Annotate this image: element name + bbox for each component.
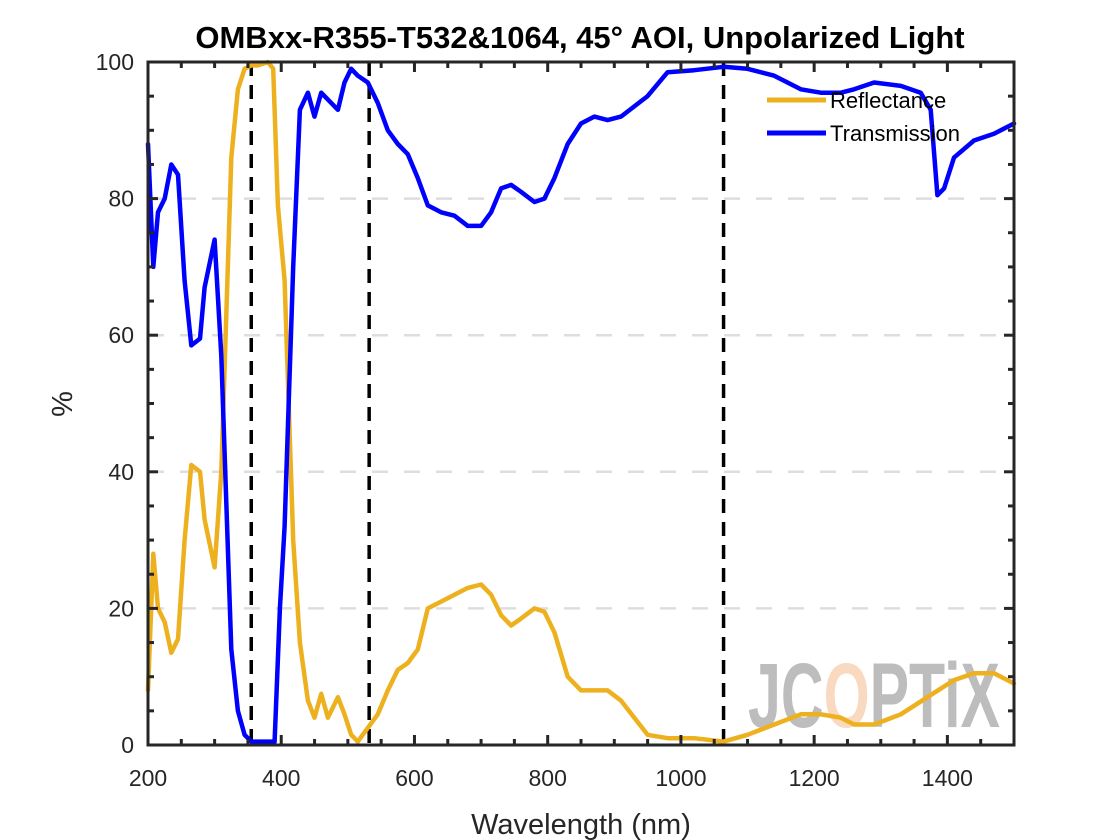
y-tick-label: 40: [108, 459, 134, 485]
series-reflectance: [145, 59, 1017, 744]
y-axis-label: %: [47, 391, 79, 417]
legend: Reflectance Transmission: [767, 88, 960, 146]
x-tick-label: 600: [395, 765, 433, 791]
x-tick-label: 400: [262, 765, 300, 791]
axis-ticks: [146, 60, 1016, 747]
x-tick-label: 1200: [789, 765, 840, 791]
y-tick-labels: 0 20 40 60 80 100: [96, 49, 134, 758]
x-tick-label: 200: [129, 765, 167, 791]
x-tick-label: 1400: [922, 765, 973, 791]
y-tick-label: 60: [108, 322, 134, 348]
x-tick-label: 1000: [655, 765, 706, 791]
data-series: [145, 59, 1017, 744]
legend-label-transmission: Transmission: [830, 121, 960, 146]
series-transmission: [145, 64, 1017, 744]
y-tick-label: 80: [108, 186, 134, 212]
x-tick-labels: 200 400 600 800 1000 1200 1400: [129, 765, 973, 791]
watermark-text-accent: O: [824, 645, 870, 747]
y-tick-label: 100: [96, 49, 134, 75]
x-tick-label: 800: [529, 765, 567, 791]
x-axis-label: Wavelength (nm): [471, 809, 691, 840]
watermark: JCOPTiX: [748, 645, 1000, 747]
chart-title: OMBxx-R355-T532&1064, 45° AOI, Unpolariz…: [195, 20, 964, 55]
plot-area: [148, 62, 1014, 745]
watermark-text-right: PTiX: [870, 645, 1000, 747]
svg-text:JCOPTiX: JCOPTiX: [748, 645, 1000, 747]
legend-label-reflectance: Reflectance: [830, 88, 946, 113]
y-tick-label: 0: [121, 732, 134, 758]
y-tick-label: 20: [108, 595, 134, 621]
